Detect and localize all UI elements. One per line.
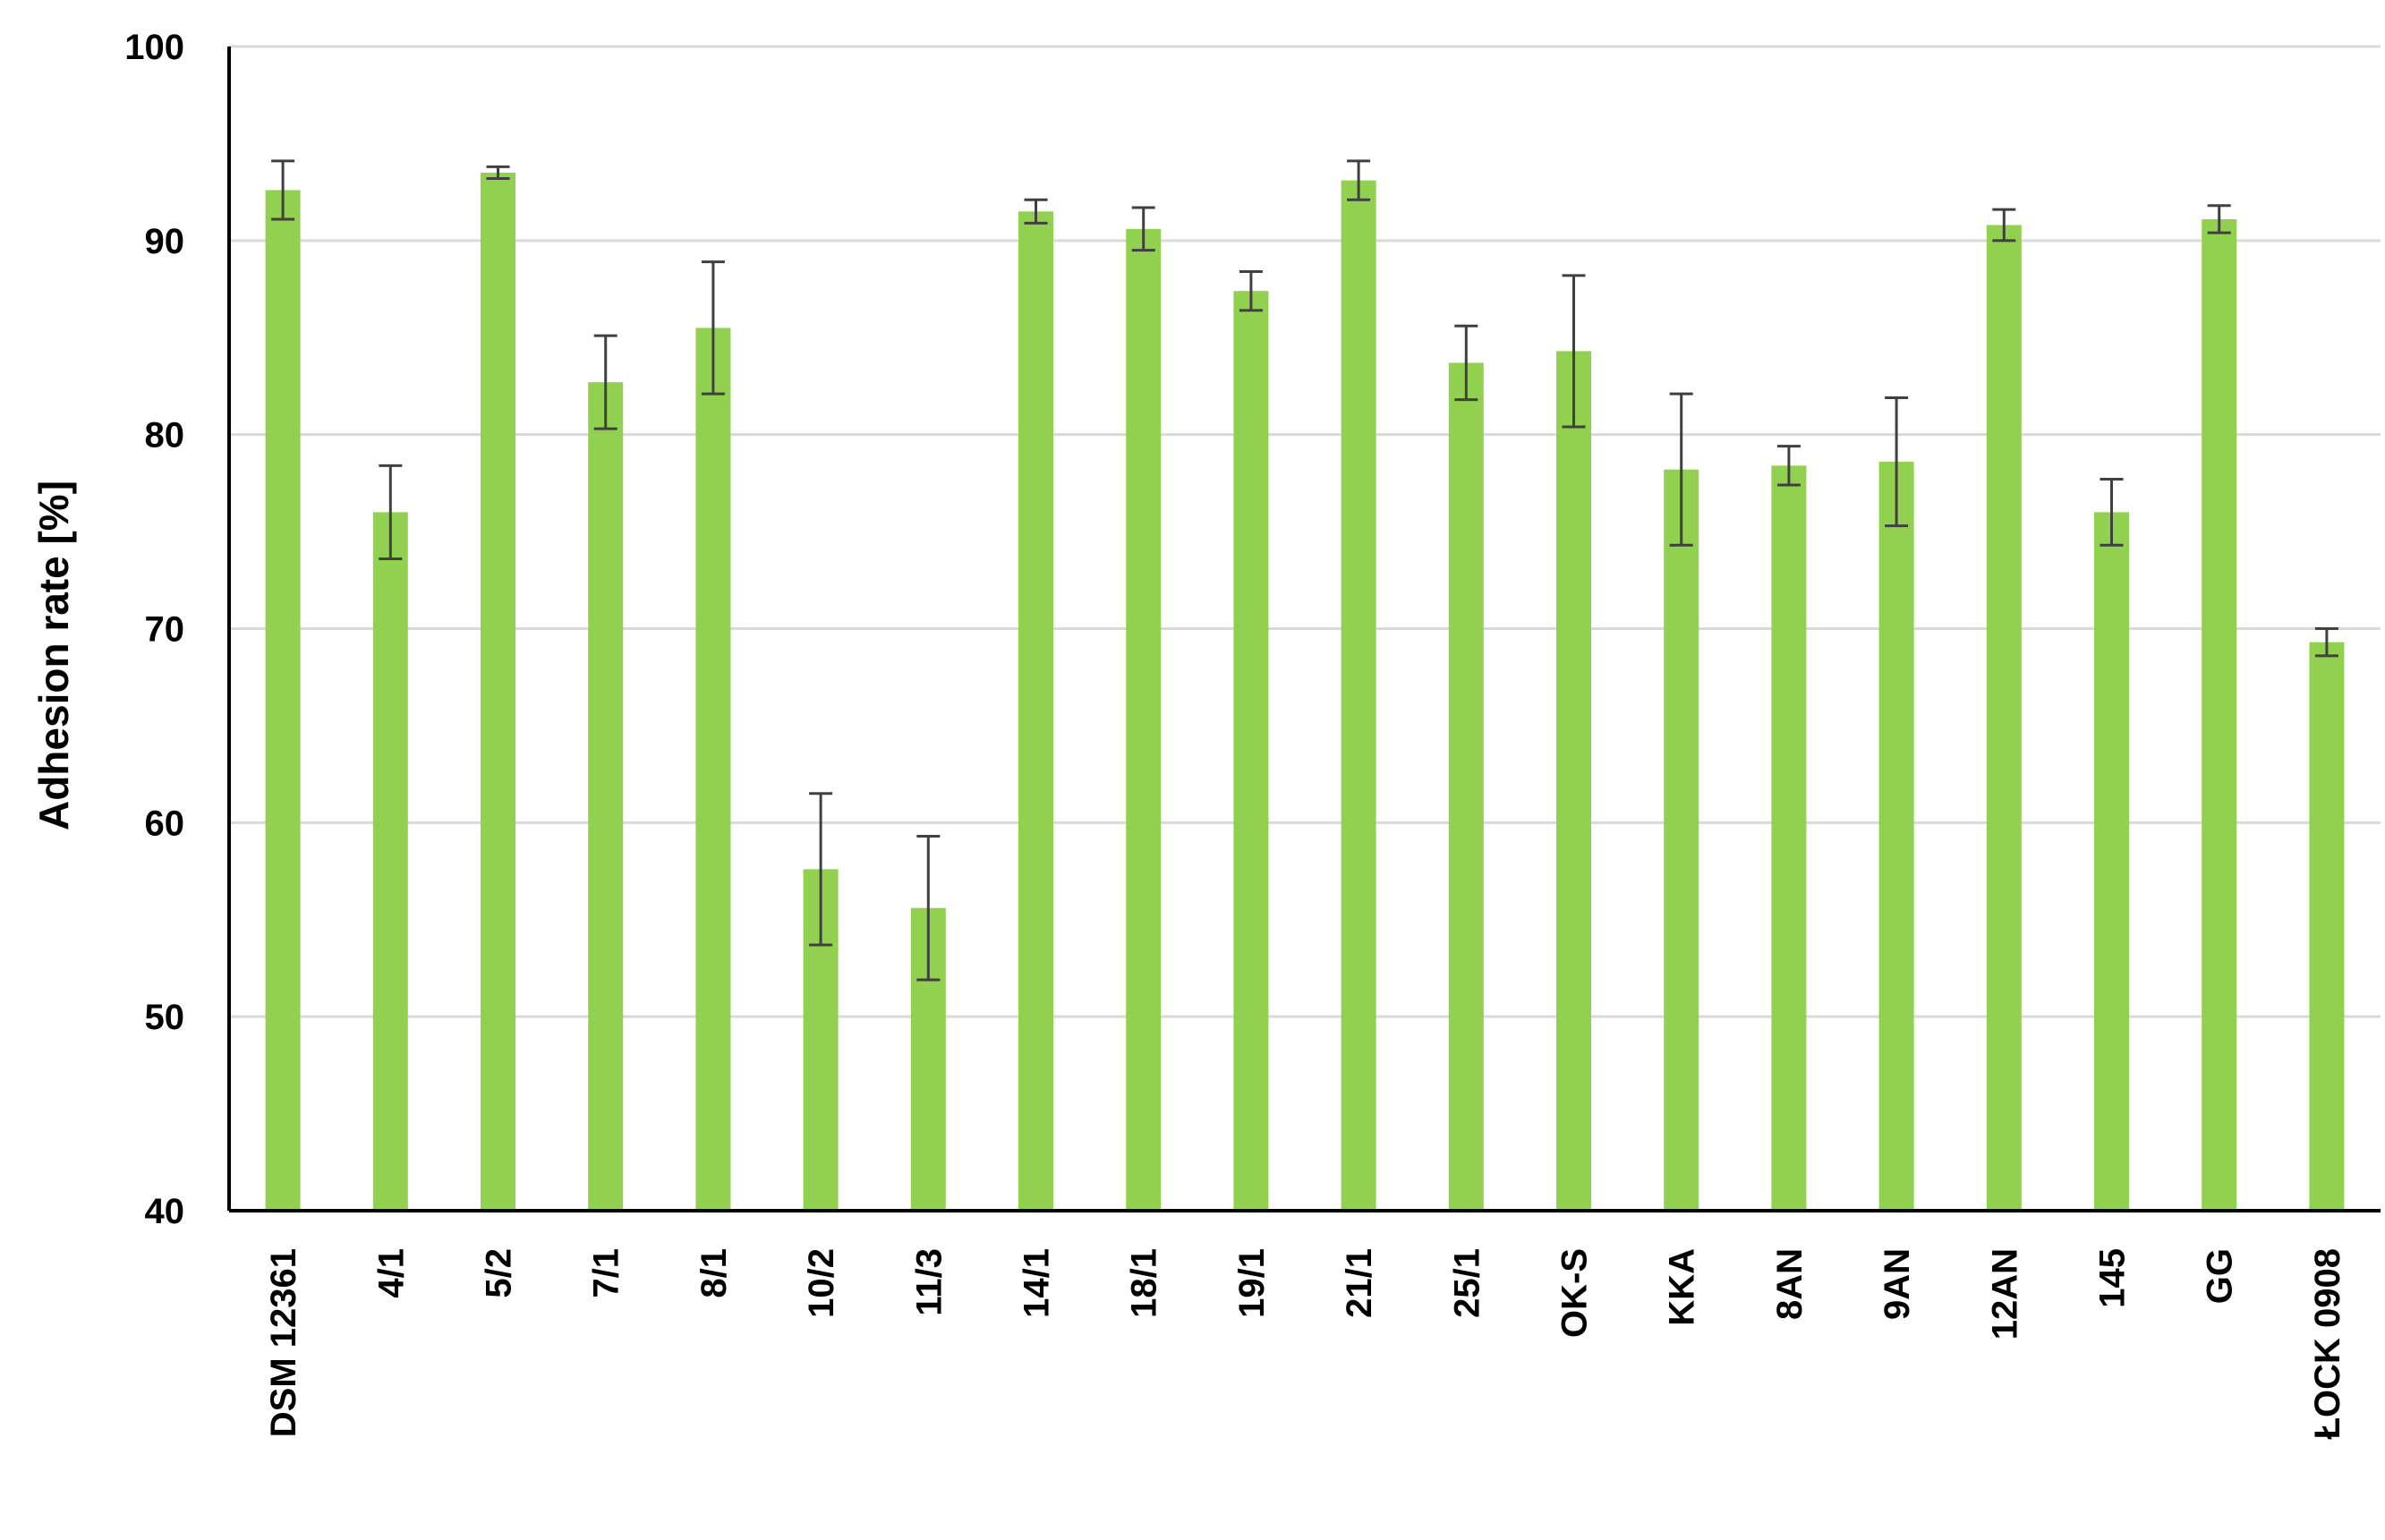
x-tick-label-7: 14/1 [1018,1248,1057,1318]
error-bar-4 [701,260,725,396]
bar-7 [1018,211,1053,1211]
x-tick-label-14: 8AN [1770,1248,1810,1320]
error-bars [271,159,2338,982]
x-tick-label-2: 5/2 [480,1248,519,1298]
bar-8 [1126,228,1162,1211]
error-bar-10 [1347,159,1371,201]
y-tick-label-100: 100 [124,28,184,67]
y-tick-label-40: 40 [145,1192,185,1231]
bar-9 [1233,291,1269,1212]
error-bar-8 [1131,206,1155,252]
bar-3 [588,382,624,1211]
bar-14 [1771,465,1807,1211]
bar-10 [1341,180,1376,1212]
y-tick-labels: 40 50 60 70 80 90 100 [124,28,184,1231]
error-bar-1 [379,464,403,560]
x-tick-label-6: 11/3 [909,1248,949,1316]
bar-17 [2094,512,2129,1211]
y-axis-title: Adhesion rate [%] [30,481,77,830]
bar-16 [1986,225,2022,1211]
x-tick-label-5: 10/2 [802,1248,841,1318]
x-tick-label-12: OK-S [1555,1248,1595,1338]
bar-18 [2202,218,2237,1211]
bar-4 [695,328,731,1211]
error-bar-2 [486,165,510,180]
x-tick-label-15: 9AN [1878,1248,1917,1320]
error-bar-3 [593,334,618,430]
gridlines [229,45,2381,1018]
x-tick-label-3: 7/1 [587,1248,626,1298]
y-tick-label-80: 80 [145,416,185,455]
x-tick-label-19: ŁOCK 0908 [2308,1248,2347,1439]
bar-19 [2309,642,2345,1211]
error-bar-15 [1885,396,1909,528]
x-tick-label-8: 18/1 [1125,1248,1164,1318]
error-bar-7 [1024,198,1048,225]
error-bar-13 [1669,392,1693,547]
error-bar-5 [809,792,833,947]
bar-13 [1664,469,1699,1211]
x-tick-label-11: 25/1 [1447,1248,1486,1318]
error-bar-11 [1454,324,1478,402]
x-tick-label-10: 21/1 [1340,1248,1379,1318]
y-tick-label-50: 50 [145,998,185,1037]
y-tick-label-70: 70 [145,610,185,650]
x-tick-label-18: GG [2201,1248,2240,1304]
error-bar-18 [2207,204,2231,234]
error-bar-17 [2100,478,2124,547]
bar-11 [1448,362,1484,1211]
bar-12 [1556,351,1591,1211]
bars [265,172,2345,1212]
x-tick-label-9: 19/1 [1232,1248,1272,1318]
x-tick-label-1: 4/1 [371,1248,411,1298]
y-tick-label-90: 90 [145,222,185,261]
error-bar-16 [1992,208,2016,242]
error-bar-19 [2314,627,2338,658]
x-tick-label-17: 145 [2093,1248,2133,1308]
x-tick-label-13: KKA [1663,1248,1702,1326]
bar-0 [265,190,301,1211]
x-tick-labels: DSM 12361 4/1 5/2 7/1 8/1 10/2 11/3 14/1 18/1 19/… [264,1248,2347,1439]
bar-15 [1878,462,1914,1211]
x-tick-label-4: 8/1 [694,1248,734,1298]
x-tick-label-0: DSM 12361 [264,1248,303,1437]
bar-1 [372,512,408,1211]
error-bar-6 [916,835,941,982]
error-bar-9 [1239,270,1263,312]
error-bar-0 [271,159,295,221]
error-bar-14 [1776,445,1801,487]
y-tick-label-60: 60 [145,804,185,843]
error-bar-12 [1562,274,1586,429]
bar-2 [481,172,515,1212]
x-tick-label-16: 12AN [1985,1248,2024,1340]
